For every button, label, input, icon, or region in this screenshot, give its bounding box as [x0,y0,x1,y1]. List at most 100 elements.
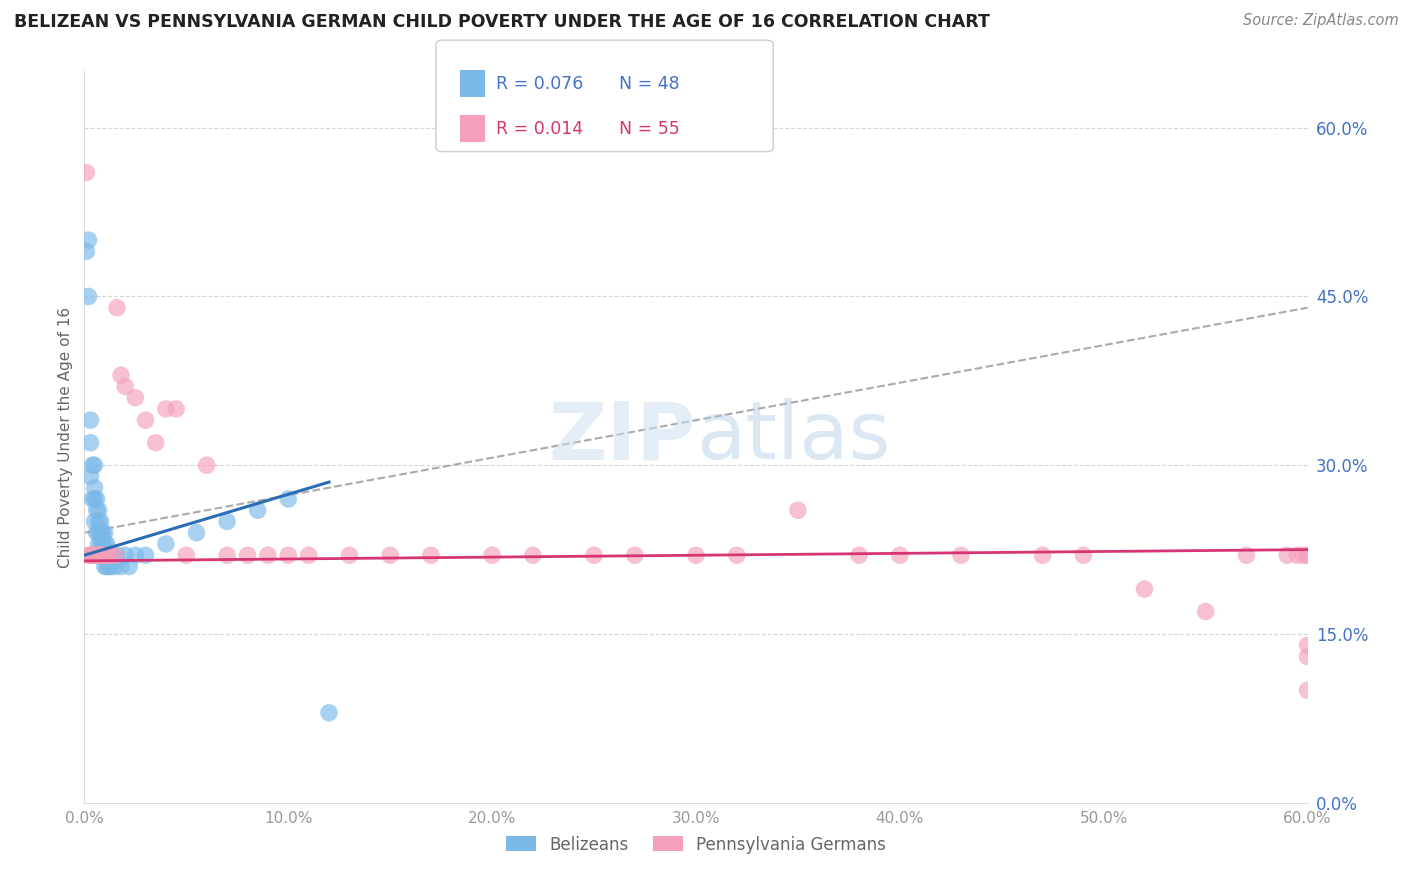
Point [118,559,141,574]
Point [97,548,120,562]
Point [1277,548,1299,562]
Point [124,391,146,405]
Point [77,289,100,303]
Text: Source: ZipAtlas.com: Source: ZipAtlas.com [1243,13,1399,29]
Point [583,548,606,562]
Point [83,458,105,473]
Legend: Belizeans, Pennsylvania Germans: Belizeans, Pennsylvania Germans [499,829,893,860]
Point [79,548,101,562]
Point [1286,548,1309,562]
Point [318,706,340,720]
Point [339,548,361,562]
Point [93,559,115,574]
Point [277,491,299,506]
Point [104,559,127,574]
Point [75,244,97,259]
Point [135,413,157,427]
Point [186,525,208,540]
Point [277,548,299,562]
Point [97,559,120,574]
Point [174,548,197,562]
Point [93,548,115,562]
Point [1296,683,1319,698]
Point [87,548,110,562]
Point [145,435,167,450]
Point [1032,548,1054,562]
Point [624,548,647,562]
Point [889,548,911,562]
Point [481,548,503,562]
Point [91,537,114,551]
Point [86,491,108,506]
Point [114,379,136,393]
Point [1195,605,1218,619]
Point [79,413,101,427]
Point [93,525,115,540]
Point [100,559,122,574]
Point [90,537,112,551]
Point [86,503,108,517]
Point [86,525,108,540]
Point [104,548,127,562]
Point [1073,548,1095,562]
Point [91,525,114,540]
Point [87,515,110,529]
Point [82,491,104,506]
Point [82,458,104,473]
Point [101,548,124,562]
Point [87,537,110,551]
Point [90,548,112,562]
Point [83,548,105,562]
Point [135,548,157,562]
Point [787,503,810,517]
Point [217,548,239,562]
Point [257,548,280,562]
Point [246,503,269,517]
Y-axis label: Child Poverty Under the Age of 16: Child Poverty Under the Age of 16 [58,307,73,567]
Point [77,548,100,562]
Point [1296,638,1319,652]
Point [97,548,120,562]
Point [155,537,177,551]
Point [298,548,321,562]
Point [165,401,187,416]
Point [86,548,108,562]
Point [77,233,100,247]
Point [79,435,101,450]
Point [83,548,105,562]
Point [91,548,114,562]
Point [155,401,177,416]
Point [522,548,544,562]
Point [105,548,128,562]
Point [725,548,748,562]
Point [93,537,115,551]
Point [217,515,239,529]
Point [96,559,118,574]
Text: ZIP: ZIP [548,398,696,476]
Point [1236,548,1258,562]
Text: N = 55: N = 55 [619,120,679,137]
Point [950,548,973,562]
Text: R = 0.076: R = 0.076 [496,75,583,93]
Point [380,548,402,562]
Point [1292,548,1315,562]
Point [1296,548,1319,562]
Point [848,548,870,562]
Point [90,525,112,540]
Point [87,525,110,540]
Point [75,166,97,180]
Point [195,458,218,473]
Text: BELIZEAN VS PENNSYLVANIA GERMAN CHILD POVERTY UNDER THE AGE OF 16 CORRELATION CH: BELIZEAN VS PENNSYLVANIA GERMAN CHILD PO… [14,13,990,31]
Point [83,481,105,495]
Point [90,548,112,562]
Point [83,491,105,506]
Point [420,548,443,562]
Point [114,548,136,562]
Point [236,548,259,562]
Text: atlas: atlas [696,398,890,476]
Point [1296,649,1319,664]
Text: R = 0.014: R = 0.014 [496,120,583,137]
Point [83,515,105,529]
Point [96,537,118,551]
Text: N = 48: N = 48 [619,75,679,93]
